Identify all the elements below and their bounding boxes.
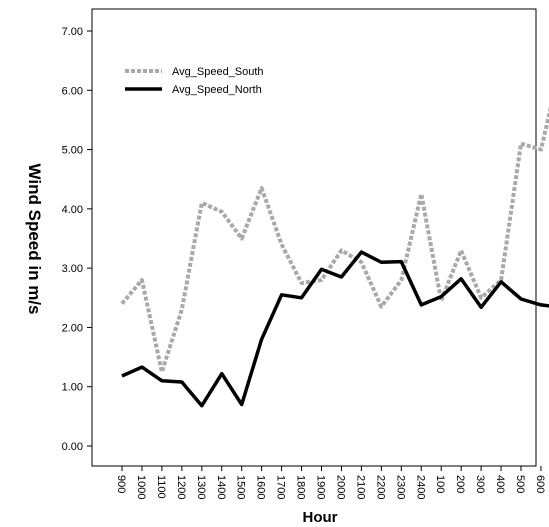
series-group bbox=[120, 106, 549, 408]
x-tick-label: 1200 bbox=[175, 475, 187, 499]
y-axis: 0.00 1.00 2.00 3.00 4.00 5.00 6.00 7.00 bbox=[62, 26, 92, 453]
y-tick-label: 6.00 bbox=[62, 85, 83, 97]
y-tick-label: 2.00 bbox=[62, 322, 83, 334]
legend-label: Avg_Speed_North bbox=[172, 84, 262, 96]
x-axis: 900 1000 1100 1200 1300 1400 1500 1600 1700 1800 1… bbox=[115, 466, 546, 499]
legend-label: Avg_Speed_South bbox=[172, 66, 264, 78]
x-tick-label: 100 bbox=[434, 475, 446, 493]
x-tick-label: 1700 bbox=[275, 475, 287, 499]
x-tick-label: 2400 bbox=[414, 475, 426, 499]
x-axis-title: Hour bbox=[303, 509, 338, 526]
x-tick-label: 2100 bbox=[354, 475, 366, 499]
y-tick-label: 1.00 bbox=[62, 382, 83, 394]
x-tick-label: 2200 bbox=[374, 475, 386, 499]
y-tick-label: 5.00 bbox=[62, 145, 83, 157]
x-tick-label: 2000 bbox=[334, 475, 346, 499]
x-tick-label: 1900 bbox=[315, 475, 327, 499]
x-tick-label: 200 bbox=[454, 475, 466, 493]
y-tick-label: 0.00 bbox=[62, 441, 83, 453]
x-tick-label: 300 bbox=[474, 475, 486, 493]
x-tick-label: 900 bbox=[115, 475, 127, 493]
plot-area bbox=[91, 8, 537, 467]
x-tick-label: 400 bbox=[494, 475, 506, 493]
x-tick-label: 1000 bbox=[135, 475, 147, 499]
series-line-Avg_Speed_South bbox=[120, 106, 549, 374]
series-line-Avg_Speed_North bbox=[121, 250, 549, 408]
x-tick-label: 1800 bbox=[295, 475, 307, 499]
x-tick-label: 500 bbox=[514, 475, 526, 493]
x-tick-label: 1600 bbox=[255, 475, 267, 499]
y-tick-label: 7.00 bbox=[62, 26, 83, 38]
x-tick-label: 1400 bbox=[215, 475, 227, 499]
y-axis-title: Wind Speed in m/s bbox=[25, 164, 44, 315]
x-tick-label: 1300 bbox=[195, 475, 207, 499]
x-tick-label: 1500 bbox=[235, 475, 247, 499]
y-tick-label: 3.00 bbox=[62, 263, 83, 275]
x-tick-label: 600 bbox=[534, 475, 546, 493]
x-tick-label: 1100 bbox=[155, 475, 167, 499]
legend: Avg_Speed_South Avg_Speed_North bbox=[125, 66, 264, 96]
y-tick-label: 4.00 bbox=[62, 204, 83, 216]
x-tick-label: 2300 bbox=[394, 475, 406, 499]
